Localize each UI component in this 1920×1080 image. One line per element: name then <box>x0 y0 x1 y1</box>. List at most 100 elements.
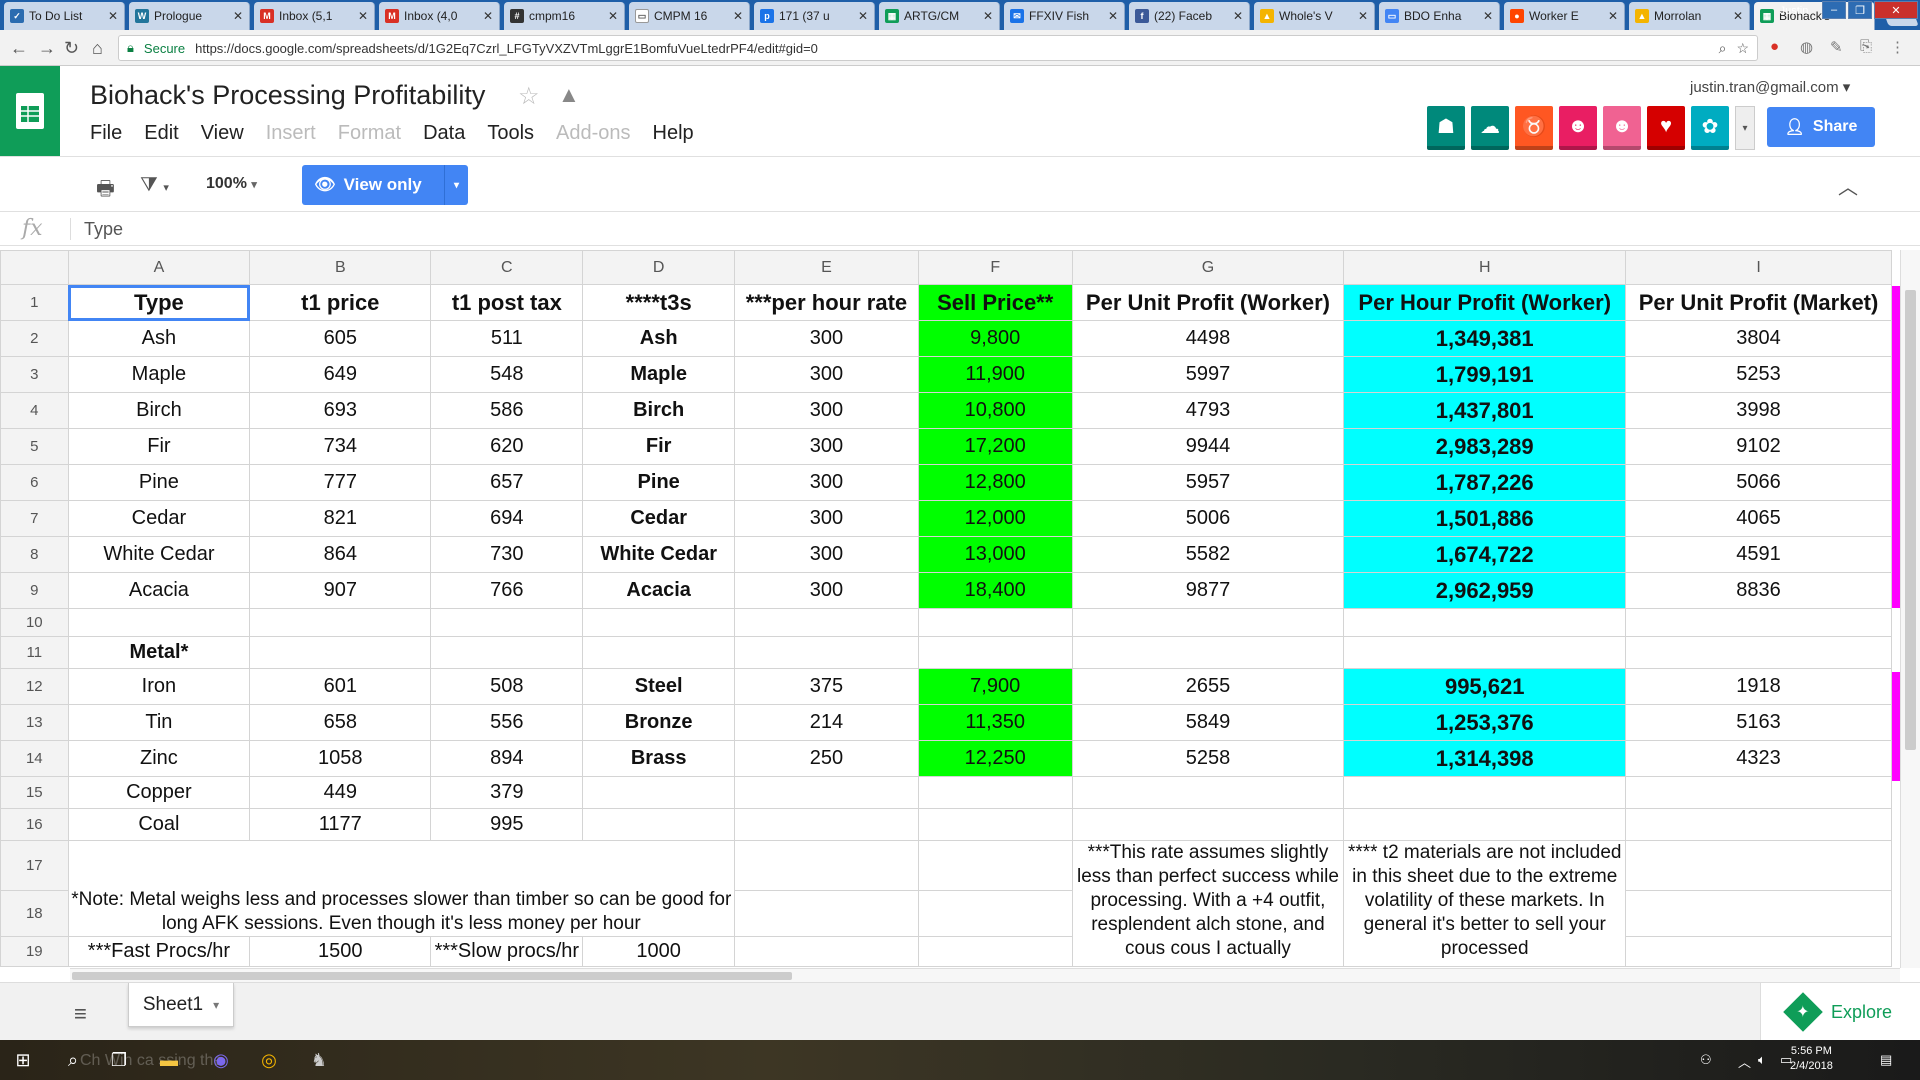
row-header[interactable]: 2 <box>0 320 69 357</box>
tab-close-icon[interactable]: ✕ <box>107 9 118 23</box>
browser-tab[interactable]: p 171 (37 u ✕ <box>754 2 875 30</box>
tray-chevron-icon[interactable]: ︿ <box>1738 1055 1752 1070</box>
extension-icon[interactable]: ● <box>1770 38 1780 55</box>
row-header[interactable]: 5 <box>0 428 69 465</box>
cell[interactable] <box>430 636 584 669</box>
vertical-scrollbar[interactable] <box>1900 250 1920 968</box>
cell[interactable]: 18,400 <box>917 572 1073 609</box>
network-icon[interactable]: ▭ <box>1780 1052 1793 1067</box>
pdf-extension-icon[interactable]: ⎘ <box>1860 38 1873 55</box>
cell[interactable] <box>734 776 919 809</box>
cell[interactable]: 17,200 <box>917 428 1073 465</box>
tab-close-icon[interactable]: ✕ <box>482 9 493 23</box>
cell[interactable]: 2,983,289 <box>1343 428 1627 465</box>
cell[interactable]: 5066 <box>1625 464 1892 501</box>
cell[interactable] <box>1071 636 1345 669</box>
addon-icon[interactable]: ♉ <box>1515 106 1553 150</box>
cell[interactable]: 1,501,886 <box>1343 500 1627 537</box>
cell[interactable]: 777 <box>249 464 432 501</box>
cell[interactable] <box>917 776 1073 809</box>
cell[interactable]: Fir <box>67 428 251 465</box>
note-cell[interactable]: *Note: Metal weighs less and processes s… <box>67 840 736 937</box>
tab-close-icon[interactable]: ✕ <box>1732 9 1743 23</box>
cell[interactable] <box>734 636 919 669</box>
addon-icon[interactable]: ☁ <box>1471 106 1509 150</box>
tab-close-icon[interactable]: ✕ <box>1607 9 1618 23</box>
cell[interactable] <box>734 608 919 637</box>
document-title[interactable]: Biohack's Processing Profitability <box>90 80 486 110</box>
header-cell[interactable]: ***per hour rate <box>734 284 919 321</box>
notification-icon[interactable]: ▤ <box>1880 1052 1893 1067</box>
tab-close-icon[interactable]: ✕ <box>1232 9 1243 23</box>
cell[interactable]: Ash <box>582 320 736 357</box>
cell[interactable]: 1,787,226 <box>1343 464 1627 501</box>
extension-icon[interactable]: ◍ <box>1800 39 1814 56</box>
cell[interactable] <box>734 808 919 841</box>
cell[interactable]: 12,000 <box>917 500 1073 537</box>
cell[interactable]: 375 <box>734 668 919 705</box>
addon-icon[interactable]: ✿ <box>1691 106 1729 150</box>
cell[interactable]: 556 <box>430 704 584 741</box>
cell[interactable] <box>1625 608 1892 637</box>
cell[interactable]: 5849 <box>1071 704 1345 741</box>
cell[interactable]: 300 <box>734 356 919 393</box>
cell[interactable] <box>430 608 584 637</box>
cell[interactable]: Cedar <box>582 500 736 537</box>
note-cell[interactable]: ***This rate assumes slightly less than … <box>1071 840 1345 967</box>
chevron-down-icon[interactable]: ▾ <box>1735 106 1755 150</box>
cell[interactable]: 5957 <box>1071 464 1345 501</box>
cell[interactable]: 693 <box>249 392 432 429</box>
search-icon[interactable]: ⌕ <box>67 1049 79 1070</box>
cell[interactable]: Fir <box>582 428 736 465</box>
sheet-tab[interactable]: Sheet1 ▾ <box>128 983 234 1027</box>
system-clock[interactable]: 5:56 PM 2/4/2018 <box>1790 1044 1833 1074</box>
tab-close-icon[interactable]: ✕ <box>857 9 868 23</box>
cell[interactable]: 5253 <box>1625 356 1892 393</box>
cell[interactable] <box>1625 840 1892 891</box>
cell[interactable]: Acacia <box>67 572 251 609</box>
cell[interactable]: 658 <box>249 704 432 741</box>
cell[interactable] <box>1625 776 1892 809</box>
cell[interactable]: 11,900 <box>917 356 1073 393</box>
home-icon[interactable]: ⌂ <box>92 38 103 58</box>
cell[interactable]: 12,250 <box>917 740 1073 777</box>
cell[interactable]: Cedar <box>67 500 251 537</box>
cell[interactable]: 649 <box>249 356 432 393</box>
note-cell[interactable]: **** t2 materials are not included in th… <box>1343 840 1627 967</box>
vertical-scroll-thumb[interactable] <box>1905 290 1916 750</box>
menu-format[interactable]: Format <box>337 122 402 144</box>
addon-icon[interactable]: ☻ <box>1603 106 1641 150</box>
cell[interactable]: 657 <box>430 464 584 501</box>
cell[interactable]: Pine <box>67 464 251 501</box>
row-header[interactable]: 9 <box>0 572 69 609</box>
tab-close-icon[interactable]: ✕ <box>1357 9 1368 23</box>
row-header[interactable]: 8 <box>0 536 69 573</box>
cell[interactable]: 300 <box>734 500 919 537</box>
browser-tab[interactable]: f (22) Faceb ✕ <box>1129 2 1250 30</box>
share-button[interactable]: 👤︎ Share <box>1767 107 1875 147</box>
row-header[interactable]: 12 <box>0 668 69 705</box>
zoom-select[interactable]: 100% ▾ <box>206 175 257 193</box>
row-header[interactable]: 15 <box>0 776 69 809</box>
cell[interactable]: 821 <box>249 500 432 537</box>
menu-insert[interactable]: Insert <box>265 122 316 144</box>
account-email[interactable]: justin.tran@gmail.com ▾ <box>1690 78 1850 96</box>
cell[interactable]: 1,253,376 <box>1343 704 1627 741</box>
cell[interactable] <box>1625 808 1892 841</box>
cell[interactable]: 2655 <box>1071 668 1345 705</box>
cell[interactable]: 3804 <box>1625 320 1892 357</box>
cell[interactable]: 766 <box>430 572 584 609</box>
column-header[interactable]: B <box>249 250 432 285</box>
addon-icon[interactable]: ♥ <box>1647 106 1685 150</box>
star-icon[interactable]: ☆ <box>518 83 540 110</box>
cell[interactable]: 12,800 <box>917 464 1073 501</box>
minimize-button[interactable]: – <box>1822 1 1846 19</box>
chevron-down-icon[interactable]: ▾ <box>213 997 220 1012</box>
cell[interactable]: 10,800 <box>917 392 1073 429</box>
cell[interactable]: 300 <box>734 392 919 429</box>
cell[interactable]: 300 <box>734 572 919 609</box>
browser-tab[interactable]: M Inbox (5,1 ✕ <box>254 2 375 30</box>
horizontal-scrollbar[interactable] <box>70 968 1900 982</box>
cell[interactable] <box>582 636 736 669</box>
drive-icon[interactable]: ▲ <box>558 82 580 107</box>
